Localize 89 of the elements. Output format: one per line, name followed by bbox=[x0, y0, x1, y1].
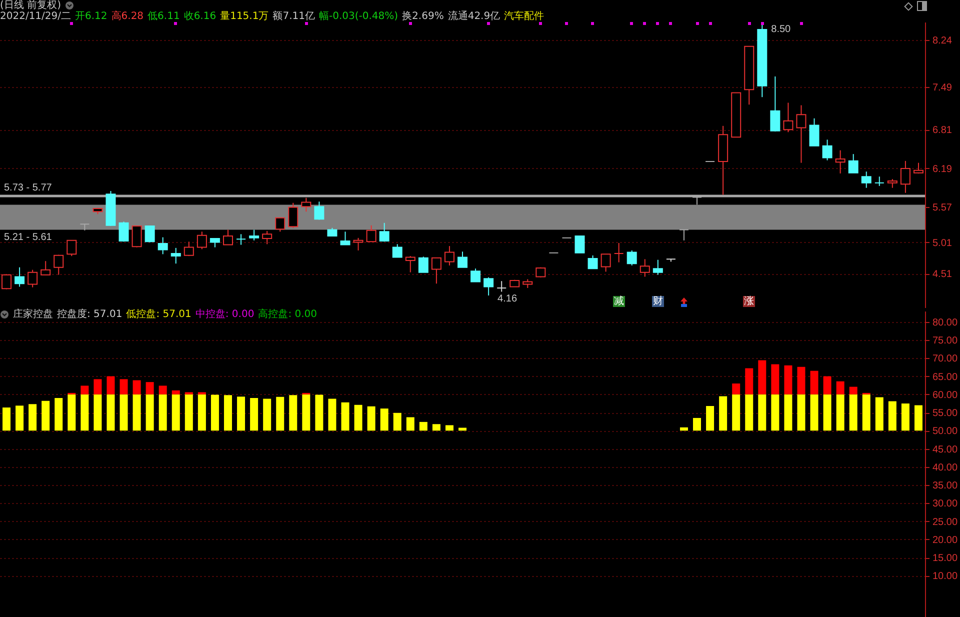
candlestick bbox=[196, 231, 207, 250]
candlestick bbox=[900, 160, 910, 194]
candlestick bbox=[275, 217, 286, 232]
candlestick bbox=[848, 154, 858, 174]
candlestick bbox=[431, 257, 442, 284]
candlestick bbox=[678, 229, 689, 241]
candlestick bbox=[170, 247, 181, 264]
y-tick-label: 20.00 bbox=[932, 534, 958, 546]
candlestick bbox=[484, 276, 494, 296]
annotation: 中控盘: 0.00 bbox=[195, 309, 254, 320]
candlestick bbox=[54, 254, 64, 276]
y-tick-label: 40.00 bbox=[932, 462, 958, 474]
y-tick-label: 6.81 bbox=[932, 125, 952, 136]
candlestick bbox=[496, 280, 507, 292]
candlestick bbox=[14, 266, 25, 288]
y-tick-label: 70.00 bbox=[932, 354, 958, 365]
candlestick bbox=[353, 237, 364, 251]
candlestick bbox=[614, 242, 624, 263]
candlestick bbox=[640, 258, 650, 278]
y-tick-label: 65.00 bbox=[932, 372, 958, 383]
candlestick bbox=[158, 236, 168, 255]
candlestick bbox=[588, 254, 598, 270]
candlestick bbox=[835, 150, 846, 174]
y-tick-label: 30.00 bbox=[932, 498, 958, 510]
candlestick bbox=[184, 241, 194, 257]
candlestick bbox=[874, 176, 884, 186]
y-tick-label: 55.00 bbox=[932, 408, 958, 420]
candlestick bbox=[144, 226, 155, 243]
band-label: 5.73 - 5.77 bbox=[4, 182, 52, 194]
annotation: 4.16 bbox=[498, 293, 518, 304]
candlestick bbox=[28, 269, 38, 288]
chart-title: (日线 前复权) bbox=[0, 0, 61, 11]
candlestick bbox=[262, 230, 272, 245]
candlestick bbox=[770, 76, 780, 132]
band-label: 5.21 - 5.61 bbox=[4, 232, 52, 243]
y-tick-label: 75.00 bbox=[932, 336, 958, 347]
y-tick-label: 5.01 bbox=[932, 238, 952, 249]
candlestick bbox=[301, 197, 312, 212]
candlestick bbox=[458, 251, 468, 268]
annotation: 控盘度: 57.01 bbox=[57, 309, 122, 320]
annotation: 高控盘: 0.00 bbox=[258, 309, 318, 320]
candlestick bbox=[118, 221, 129, 242]
candlestick bbox=[444, 246, 454, 266]
annotation: 减 bbox=[612, 296, 625, 307]
candlestick bbox=[652, 259, 663, 276]
candlestick bbox=[796, 104, 806, 164]
y-tick-label: 6.19 bbox=[932, 164, 952, 175]
candlestick bbox=[783, 102, 794, 133]
candlestick bbox=[822, 139, 832, 161]
candlestick bbox=[470, 268, 481, 282]
candlestick bbox=[288, 202, 298, 228]
candlestick bbox=[340, 231, 350, 246]
y-tick-label: 35.00 bbox=[932, 480, 958, 492]
y-tick-label: 25.00 bbox=[932, 516, 958, 528]
candlestick bbox=[600, 254, 611, 272]
text: 2022/11/29/二 开6.12 高6.28 低6.11 收6.16 量115.1万 额7.11亿 幅-0.03(-0.48%) 换2.69% 流通42.9亿 汽车配件 bbox=[0, 11, 544, 22]
y-tick-label: 60.00 bbox=[932, 390, 958, 401]
candlestick bbox=[66, 240, 77, 257]
candlestick bbox=[574, 236, 585, 254]
annotation: 涨 bbox=[743, 296, 756, 307]
y-tick-label: 8.24 bbox=[932, 36, 952, 47]
candlestick bbox=[236, 234, 246, 246]
candlestick bbox=[913, 162, 924, 174]
y-tick-label: 15.00 bbox=[932, 553, 958, 564]
annotation: 低控盘: 57.01 bbox=[126, 309, 192, 320]
y-tick-label: 10.00 bbox=[932, 571, 958, 582]
annotation: 财 bbox=[652, 296, 664, 307]
chart-title: 庄家控盘 bbox=[13, 309, 53, 320]
annotation: 8.50 bbox=[771, 24, 792, 35]
candlestick bbox=[379, 222, 390, 242]
y-tick-label: 7.49 bbox=[932, 82, 952, 94]
candlestick bbox=[392, 244, 402, 258]
y-tick-label: 50.00 bbox=[932, 426, 958, 438]
candlestick bbox=[314, 201, 324, 220]
y-tick-label: 45.00 bbox=[932, 444, 958, 456]
candlestick bbox=[40, 260, 51, 276]
y-tick-label: 80.00 bbox=[932, 317, 958, 328]
candlestick bbox=[80, 224, 90, 231]
candlestick bbox=[132, 226, 142, 248]
y-tick-label: 4.51 bbox=[932, 269, 952, 280]
candlestick bbox=[418, 256, 428, 273]
candlestick bbox=[366, 224, 376, 242]
candlestick bbox=[626, 250, 637, 266]
y-tick-label: 5.57 bbox=[932, 202, 952, 214]
candlestick bbox=[861, 171, 872, 188]
candlestick bbox=[249, 229, 260, 241]
candlestick bbox=[809, 118, 820, 146]
candlestick bbox=[405, 256, 416, 273]
candlestick bbox=[222, 229, 233, 246]
